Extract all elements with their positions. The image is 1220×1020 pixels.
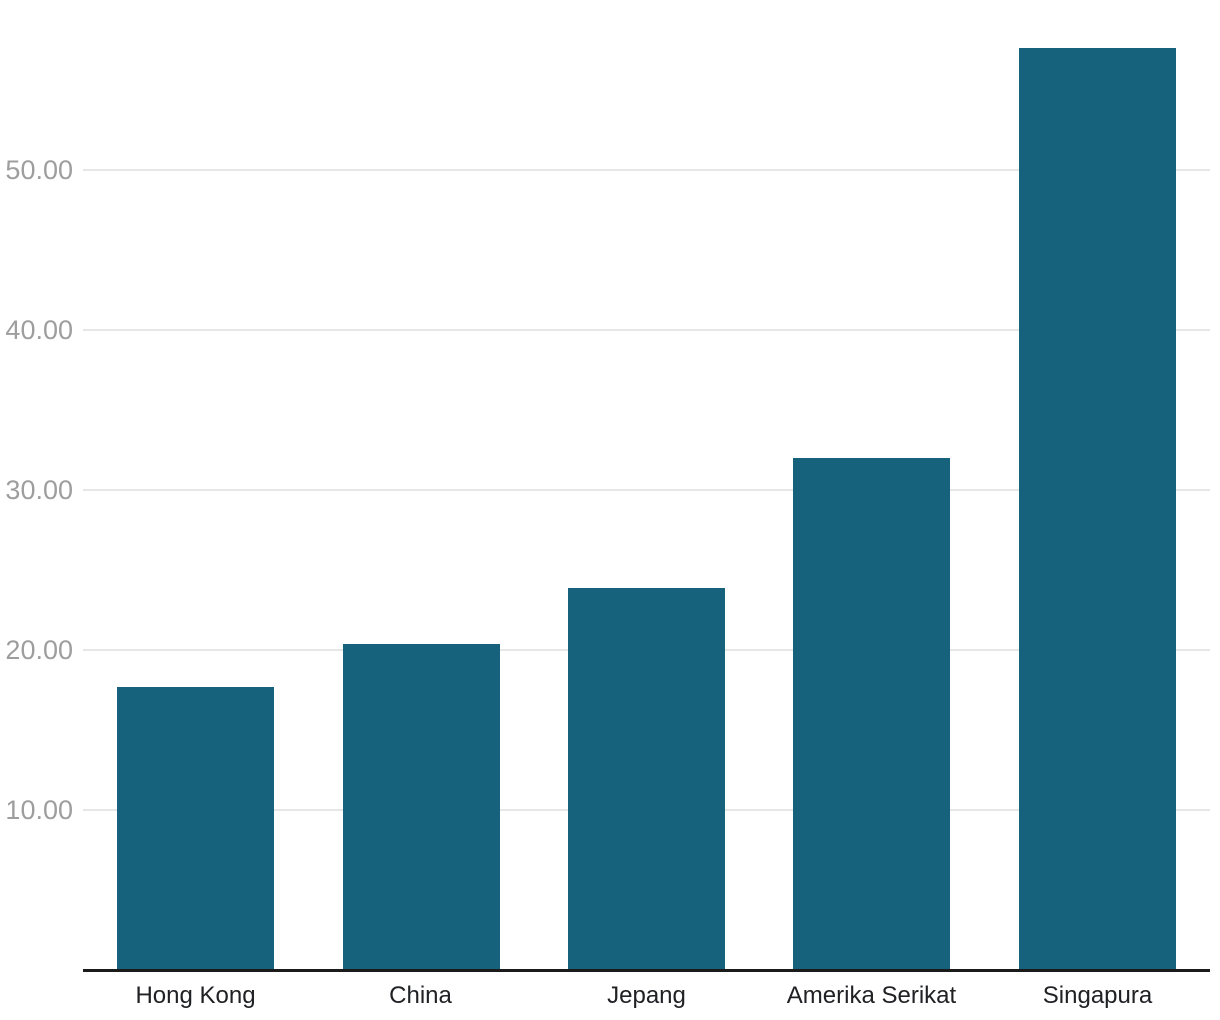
y-tick-label: 10.00 — [5, 795, 73, 825]
y-tick-label: 20.00 — [5, 635, 73, 665]
y-tick-label: 30.00 — [5, 475, 73, 505]
x-tick-label: Amerika Serikat — [786, 982, 957, 1009]
gridline-50.00 — [83, 169, 1210, 171]
x-tick-label: China — [389, 982, 452, 1009]
gridline-30.00 — [83, 489, 1210, 491]
x-tick-label: Singapura — [1042, 982, 1153, 1009]
y-tick-label: 50.00 — [5, 155, 73, 185]
bar-china[interactable] — [343, 644, 500, 970]
x-tick-label: Hong Kong — [135, 982, 256, 1009]
bar-hong-kong[interactable] — [117, 687, 274, 970]
bar-singapura[interactable] — [1019, 48, 1176, 970]
gridline-40.00 — [83, 329, 1210, 331]
x-axis-line — [83, 969, 1210, 972]
bar-amerika-serikat[interactable] — [793, 458, 950, 970]
y-tick-label: 40.00 — [5, 315, 73, 345]
bar-jepang[interactable] — [568, 588, 725, 970]
x-tick-label: Jepang — [607, 982, 686, 1009]
